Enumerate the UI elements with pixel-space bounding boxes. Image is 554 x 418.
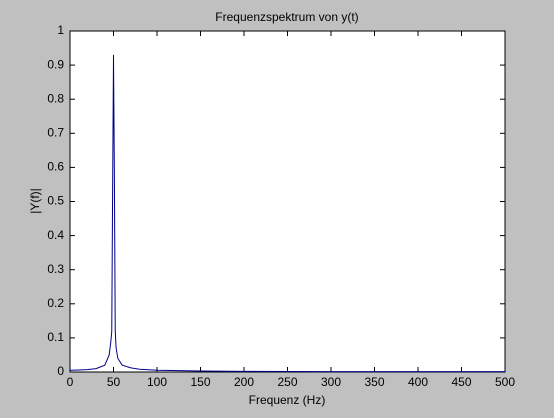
y-tick-label: 0 [57,364,64,378]
y-tick-label: 0.7 [47,125,64,139]
y-tick-label: 1 [57,23,64,37]
x-tick-label: 350 [364,375,384,389]
y-tick-label: 0.9 [47,57,64,71]
x-tick-label: 0 [67,375,74,389]
x-tick-label: 450 [451,375,471,389]
plot-area [69,30,506,373]
x-tick-label: 300 [321,375,341,389]
chart-title: Frequenzspektrum von y(t) [215,10,358,24]
x-tick-label: 150 [190,375,210,389]
x-tick-label: 50 [107,375,121,389]
y-tick-label: 0.2 [47,296,64,310]
y-tick-label: 0.1 [47,330,64,344]
x-tick-label: 100 [147,375,167,389]
x-axis-label: Frequenz (Hz) [249,393,326,407]
x-tick-label: 400 [408,375,428,389]
y-tick-label: 0.8 [47,91,64,105]
y-tick-label: 0.3 [47,262,64,276]
spectrum-line [69,54,505,373]
x-tick-label: 200 [234,375,254,389]
y-tick-label: 0.6 [47,160,64,174]
y-axis-label: |Y(f)| [28,188,42,214]
y-tick-label: 0.5 [47,194,64,208]
x-tick-label: 250 [277,375,297,389]
x-tick-label: 500 [495,375,515,389]
y-tick-label: 0.4 [47,228,64,242]
